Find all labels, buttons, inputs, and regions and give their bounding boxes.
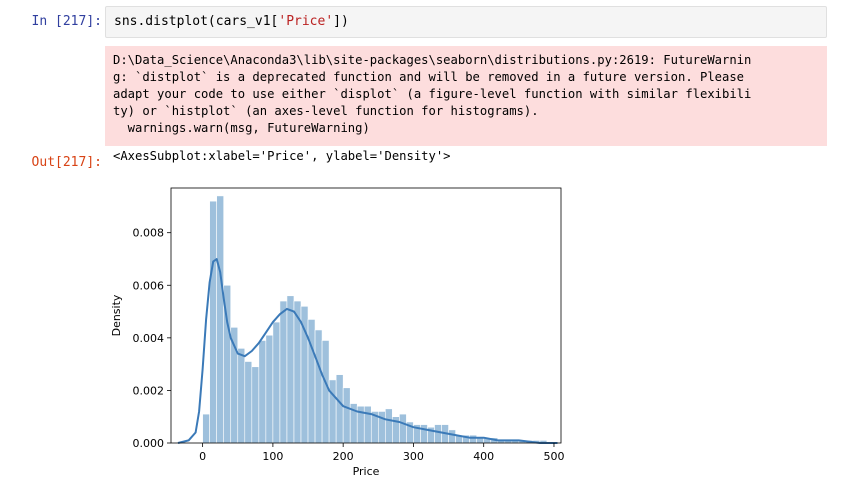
- histogram-bar: [244, 361, 253, 444]
- axes-frame: [170, 187, 562, 444]
- y-tick-label: 0.000: [133, 437, 165, 450]
- distplot-chart: 0 100 200 300 400 500 0.000 0.002 0.004 0.006 0.00…: [110, 187, 564, 478]
- histogram-bar: [342, 387, 351, 444]
- histogram-bar: [321, 340, 330, 444]
- x-tick-label: 400: [473, 450, 494, 463]
- kde-line: [177, 258, 558, 444]
- x-axis-label: Price: [353, 465, 380, 478]
- stderr-warning-output: D:\Data_Science\Anaconda3\lib\site-packa…: [105, 46, 827, 146]
- histogram-bar: [272, 321, 281, 444]
- y-tick-label: 0.008: [133, 227, 165, 240]
- histogram-bar: [251, 366, 260, 444]
- histogram-bar: [448, 429, 456, 444]
- stderr-line: warnings.warn(msg, FutureWarning): [113, 121, 370, 135]
- histogram-bar: [335, 374, 344, 444]
- histogram-bar: [399, 413, 407, 444]
- y-tick-label: 0.002: [133, 384, 165, 397]
- histogram-bar: [328, 379, 337, 444]
- histogram-bar: [209, 200, 217, 444]
- y-tick-label: 0.004: [133, 332, 165, 345]
- x-tick-label: 100: [262, 450, 283, 463]
- code-text: sns.distplot(cars_v1[: [114, 14, 279, 29]
- histogram-bar: [363, 405, 372, 444]
- histogram-bar: [258, 340, 267, 444]
- code-text-end: ]): [333, 14, 349, 29]
- histogram-bar: [265, 334, 274, 444]
- y-tick-label: 0.006: [133, 279, 165, 292]
- histogram-bar: [216, 195, 225, 444]
- y-axis-label: Density: [110, 294, 123, 336]
- code-string-literal: 'Price': [278, 14, 334, 29]
- x-tick-label: 300: [403, 450, 424, 463]
- stderr-line: g: `distplot` is a deprecated function a…: [113, 70, 745, 84]
- histogram-bar: [385, 408, 393, 444]
- stderr-line: adapt your code to use either `displot` …: [113, 87, 752, 101]
- code-input-cell[interactable]: sns.distplot(cars_v1['Price']): [105, 6, 827, 38]
- histogram-bar: [237, 348, 246, 444]
- histogram-bar: [314, 329, 323, 444]
- x-tick-label: 200: [333, 450, 354, 463]
- input-prompt: In [217]:: [31, 14, 102, 29]
- histogram-bar: [279, 300, 288, 444]
- histogram-bar: [434, 424, 442, 444]
- stderr-line: D:\Data_Science\Anaconda3\lib\site-packa…: [113, 53, 752, 67]
- stderr-line: ty) or `histplot` (an axes-level functio…: [113, 104, 539, 118]
- histogram-bar: [202, 413, 210, 444]
- x-tick-label: 0: [199, 450, 206, 463]
- histogram-bar: [420, 424, 428, 444]
- histogram-bar: [286, 295, 295, 444]
- x-tick-label: 500: [543, 450, 564, 463]
- output-prompt: Out[217]:: [31, 155, 102, 170]
- output-repr-text: <AxesSubplot:xlabel='Price', ylabel='Den…: [113, 149, 451, 163]
- histogram-bar: [469, 434, 477, 444]
- histogram-bar: [293, 300, 302, 444]
